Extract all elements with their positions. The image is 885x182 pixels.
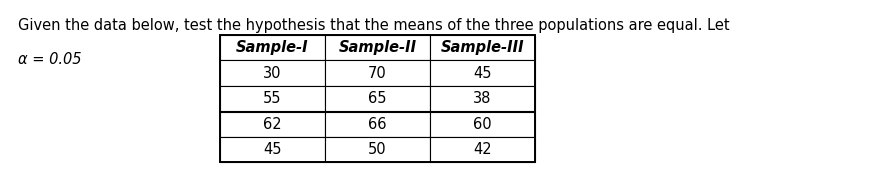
Bar (220, 137, 325, 163)
Bar (325, 137, 430, 163)
Bar (325, 112, 430, 137)
Text: Sample-I: Sample-I (236, 40, 309, 55)
Bar (325, 86, 430, 112)
Text: 50: 50 (368, 142, 387, 157)
Text: Sample-III: Sample-III (441, 40, 524, 55)
Bar (430, 137, 535, 163)
Text: 42: 42 (473, 142, 492, 157)
Text: Given the data below, test the hypothesis that the means of the three population: Given the data below, test the hypothesi… (18, 18, 729, 33)
Text: 65: 65 (368, 91, 387, 106)
Text: 70: 70 (368, 66, 387, 81)
Text: 45: 45 (473, 66, 492, 81)
Text: 55: 55 (263, 91, 281, 106)
Bar (220, 112, 325, 137)
Bar (325, 60, 430, 86)
Bar (220, 86, 325, 112)
Text: 66: 66 (368, 117, 387, 132)
Bar (430, 60, 535, 86)
Bar (220, 35, 325, 60)
Bar (430, 112, 535, 137)
Text: 60: 60 (473, 117, 492, 132)
Bar (430, 86, 535, 112)
Text: 38: 38 (473, 91, 492, 106)
Bar (220, 60, 325, 86)
Text: 30: 30 (263, 66, 281, 81)
Text: 45: 45 (263, 142, 281, 157)
Text: 62: 62 (263, 117, 281, 132)
Bar (430, 35, 535, 60)
Bar (220, 35, 535, 163)
Text: Sample-II: Sample-II (338, 40, 417, 55)
Text: α = 0.05: α = 0.05 (18, 52, 81, 67)
Bar (325, 35, 430, 60)
